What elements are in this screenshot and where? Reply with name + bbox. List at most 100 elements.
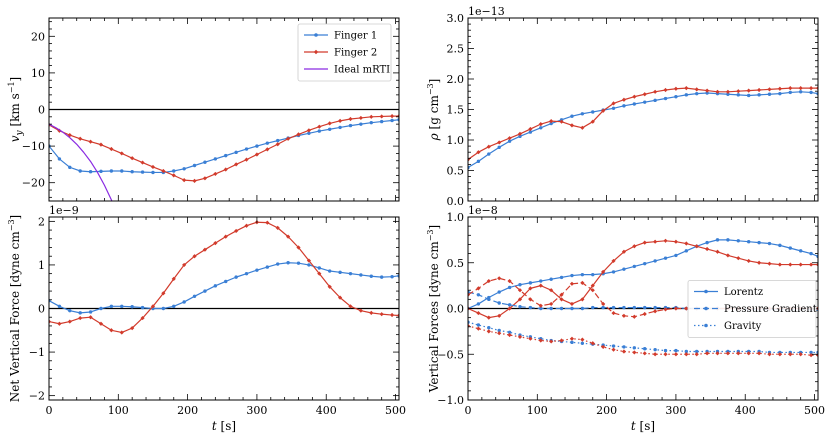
data-point <box>497 301 501 305</box>
x-tick-label: 400 <box>316 404 337 417</box>
sci-offset-label: 1e−9 <box>49 204 79 217</box>
data-point <box>809 251 813 256</box>
x-tick-label: 100 <box>527 404 548 417</box>
data-point <box>788 352 793 357</box>
data-point <box>705 91 709 95</box>
data-point <box>767 87 772 92</box>
data-point <box>621 249 627 254</box>
data-point <box>234 150 238 155</box>
y-axis-label: vy [km s−1] <box>7 77 25 143</box>
data-point <box>192 163 197 168</box>
series-group <box>468 238 818 358</box>
data-point <box>642 92 647 97</box>
legend-marker <box>704 306 708 311</box>
legend-marker <box>704 323 708 328</box>
y-label-main: v <box>8 135 22 142</box>
data-point <box>213 241 218 246</box>
data-point <box>486 329 491 334</box>
data-point <box>715 249 720 254</box>
y-axis-label: ρ [g cm−3] <box>426 79 441 142</box>
data-point <box>390 274 394 279</box>
data-point <box>736 256 741 261</box>
data-point <box>286 234 291 239</box>
data-point <box>369 310 374 315</box>
y-label-unit: [km s <box>8 93 22 126</box>
data-point <box>528 281 533 285</box>
data-point <box>590 283 595 288</box>
data-point <box>559 292 564 297</box>
x-label-var: t <box>212 419 217 433</box>
data-point <box>348 123 353 128</box>
data-point <box>767 261 772 266</box>
data-point <box>539 306 543 311</box>
data-point <box>348 304 353 309</box>
data-point <box>684 86 689 91</box>
data-point <box>57 321 62 326</box>
data-point <box>182 178 187 183</box>
data-point <box>213 284 218 288</box>
series-group <box>49 220 399 335</box>
data-point <box>580 297 585 302</box>
data-point <box>369 274 373 278</box>
data-point <box>306 258 312 263</box>
data-point <box>736 351 741 356</box>
legend-entry: Lorentz <box>724 287 763 298</box>
panel-net: −2 −1 0 1 2 0 100 200 300 400 500 1e−9 Net Vertical … <box>7 204 406 433</box>
series-finger-1 <box>49 118 399 175</box>
data-point <box>358 115 363 121</box>
data-point <box>632 244 637 249</box>
data-point <box>591 272 595 277</box>
y-tick-label: −1.0 <box>437 394 464 407</box>
data-point <box>99 169 103 174</box>
data-point <box>224 153 228 158</box>
data-point <box>777 352 782 357</box>
data-point <box>815 262 818 267</box>
x-axis-label: t [s] <box>631 419 655 433</box>
y-label-close: ] <box>8 77 22 82</box>
legend-entry: Ideal mRTI <box>334 65 390 76</box>
data-point <box>255 144 259 148</box>
data-point <box>642 351 647 356</box>
data-point <box>223 234 228 239</box>
data-point <box>590 341 595 346</box>
data-point <box>338 270 342 275</box>
data-point <box>549 288 554 293</box>
data-point <box>98 321 104 326</box>
data-point <box>808 86 814 91</box>
data-point <box>580 112 585 116</box>
data-point <box>358 308 363 313</box>
data-point <box>715 238 720 242</box>
data-point <box>590 288 595 293</box>
data-point <box>632 264 637 269</box>
data-point <box>140 315 145 321</box>
data-point <box>643 261 647 266</box>
data-point <box>390 118 394 123</box>
data-point <box>725 351 731 356</box>
data-point <box>601 108 606 113</box>
data-point <box>632 346 637 350</box>
data-point <box>244 223 249 228</box>
data-point <box>359 122 363 126</box>
data-point <box>497 331 502 336</box>
data-point <box>255 268 259 272</box>
data-point <box>580 125 585 130</box>
x-tick-label: 0 <box>46 404 53 417</box>
data-point <box>632 305 637 310</box>
data-point <box>88 170 93 174</box>
data-point <box>476 302 481 306</box>
data-point <box>68 165 72 170</box>
x-label-unit: [s] <box>217 419 236 433</box>
data-point <box>653 309 658 314</box>
data-point <box>726 92 730 96</box>
data-point <box>788 246 792 250</box>
data-point <box>379 114 384 119</box>
data-point <box>798 90 803 94</box>
x-tick-label: 0 <box>465 404 472 417</box>
series-group <box>49 113 399 201</box>
y-tick-label: −2 <box>29 390 45 403</box>
data-point <box>601 269 606 274</box>
data-point <box>684 349 689 354</box>
data-point <box>642 240 647 245</box>
data-point <box>468 292 471 297</box>
data-point <box>476 310 481 316</box>
